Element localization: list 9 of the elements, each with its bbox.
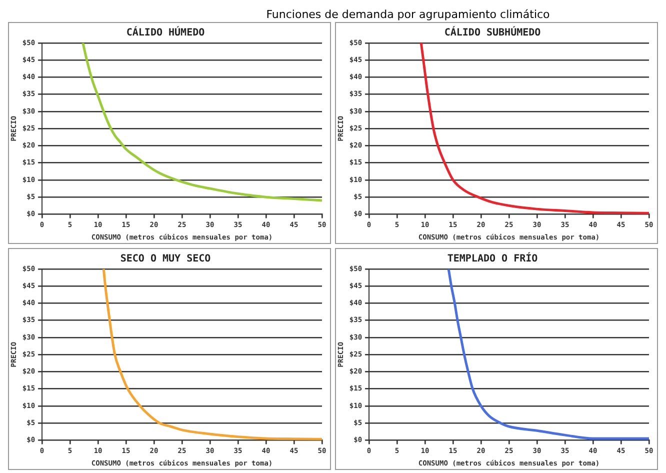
chart-title: CÁLIDO SUBHÚMEDO bbox=[444, 26, 541, 39]
line-series bbox=[420, 43, 649, 214]
line-series bbox=[102, 269, 322, 440]
chart-title: CÁLIDO HÚMEDO bbox=[126, 26, 205, 39]
chart-title: TEMPLADO O FRÍO bbox=[447, 252, 538, 265]
line-series bbox=[82, 43, 322, 202]
chart-title: SECO O MUY SECO bbox=[120, 254, 211, 265]
line-series bbox=[447, 269, 649, 440]
text: Funciones de demanda por agrupamiento climático bbox=[265, 8, 551, 22]
